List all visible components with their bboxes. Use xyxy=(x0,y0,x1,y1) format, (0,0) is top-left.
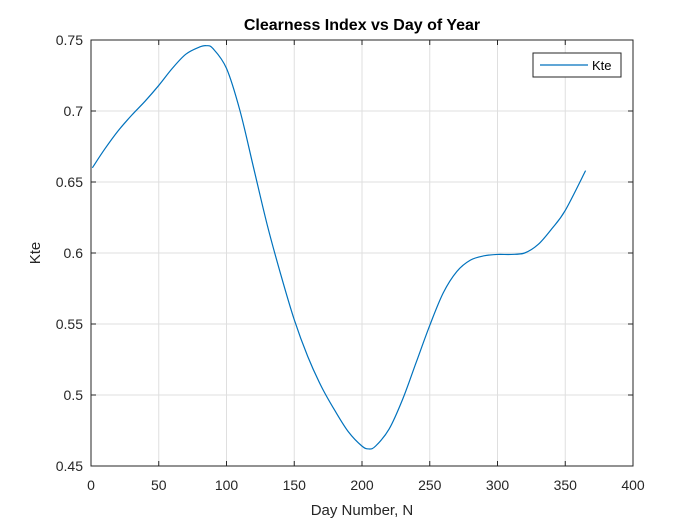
y-tick-label: 0.45 xyxy=(56,458,83,474)
x-tick-label: 150 xyxy=(283,477,307,493)
x-axis-label: Day Number, N xyxy=(311,502,414,519)
x-tick-label: 250 xyxy=(418,477,442,493)
y-tick-label: 0.75 xyxy=(56,32,83,48)
y-tick-label: 0.5 xyxy=(64,387,84,403)
x-tick-label: 400 xyxy=(621,477,645,493)
y-tick-labels: 0.45 0.5 0.55 0.6 0.65 0.7 0.75 xyxy=(56,32,83,474)
series-layer xyxy=(91,45,587,450)
x-tick-labels: 0 50 100 150 200 250 300 350 400 xyxy=(87,477,645,493)
x-tick-label: 200 xyxy=(350,477,374,493)
y-tick-label: 0.55 xyxy=(56,316,83,332)
y-axis-label: Kte xyxy=(27,242,44,265)
chart-title: Clearness Index vs Day of Year xyxy=(244,17,480,34)
x-tick-label: 350 xyxy=(554,477,578,493)
x-tick-label: 0 xyxy=(87,477,95,493)
x-tick-label: 50 xyxy=(151,477,167,493)
legend-entry-kte: Kte xyxy=(592,58,612,73)
legend: Kte xyxy=(532,52,622,78)
series-line-kte xyxy=(91,45,587,450)
x-tick-label: 300 xyxy=(486,477,510,493)
y-tick-label: 0.7 xyxy=(64,103,84,119)
ticks xyxy=(90,39,634,467)
y-tick-label: 0.65 xyxy=(56,174,83,190)
x-tick-label: 100 xyxy=(215,477,239,493)
y-tick-label: 0.6 xyxy=(64,245,84,261)
